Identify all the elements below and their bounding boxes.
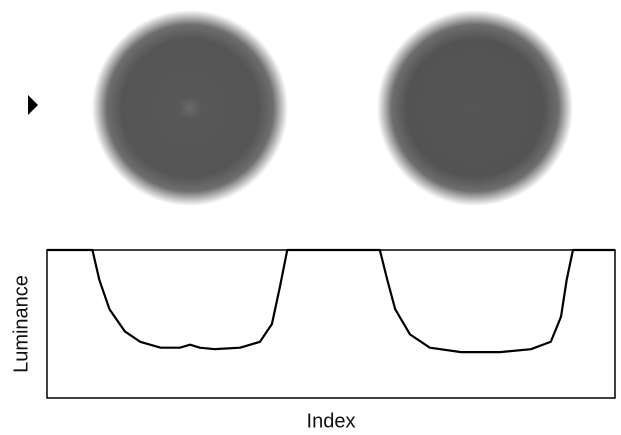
luminance-line (47, 250, 615, 352)
x-axis-label: Index (307, 410, 356, 432)
pointer-triangle (28, 95, 38, 115)
figure: Index Luminance (0, 0, 621, 435)
stimulus-disk (377, 10, 573, 206)
plot-frame (47, 250, 615, 398)
stimulus-disk (92, 10, 288, 206)
y-axis-label: Luminance (10, 275, 32, 373)
